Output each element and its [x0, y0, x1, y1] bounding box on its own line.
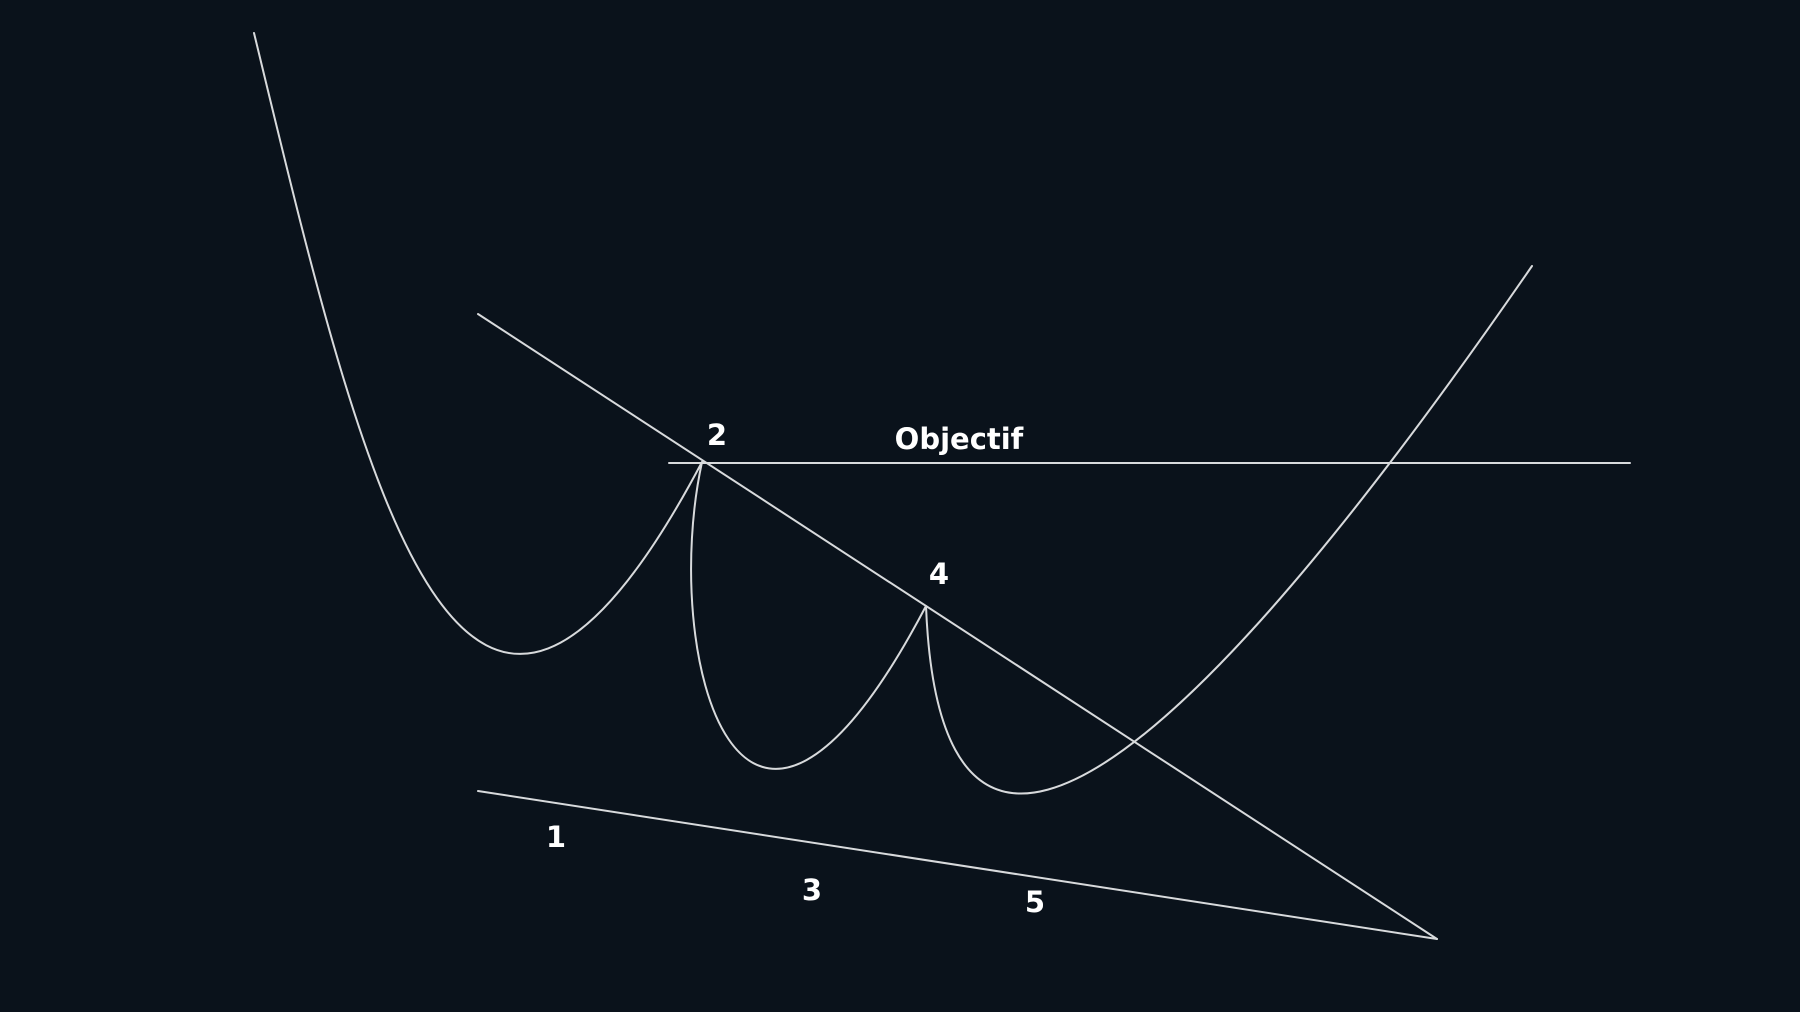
- point-label-5: 5: [1025, 885, 1045, 919]
- point-label-1: 1: [546, 820, 566, 854]
- price-path: [253, 32, 1533, 795]
- lower-trendline: [477, 790, 1438, 940]
- upper-trendline: [477, 313, 1438, 940]
- point-label-3: 3: [802, 873, 822, 907]
- point-label-2: 2: [707, 418, 727, 452]
- point-label-4: 4: [929, 557, 949, 591]
- target-label: Objectif: [895, 422, 1024, 456]
